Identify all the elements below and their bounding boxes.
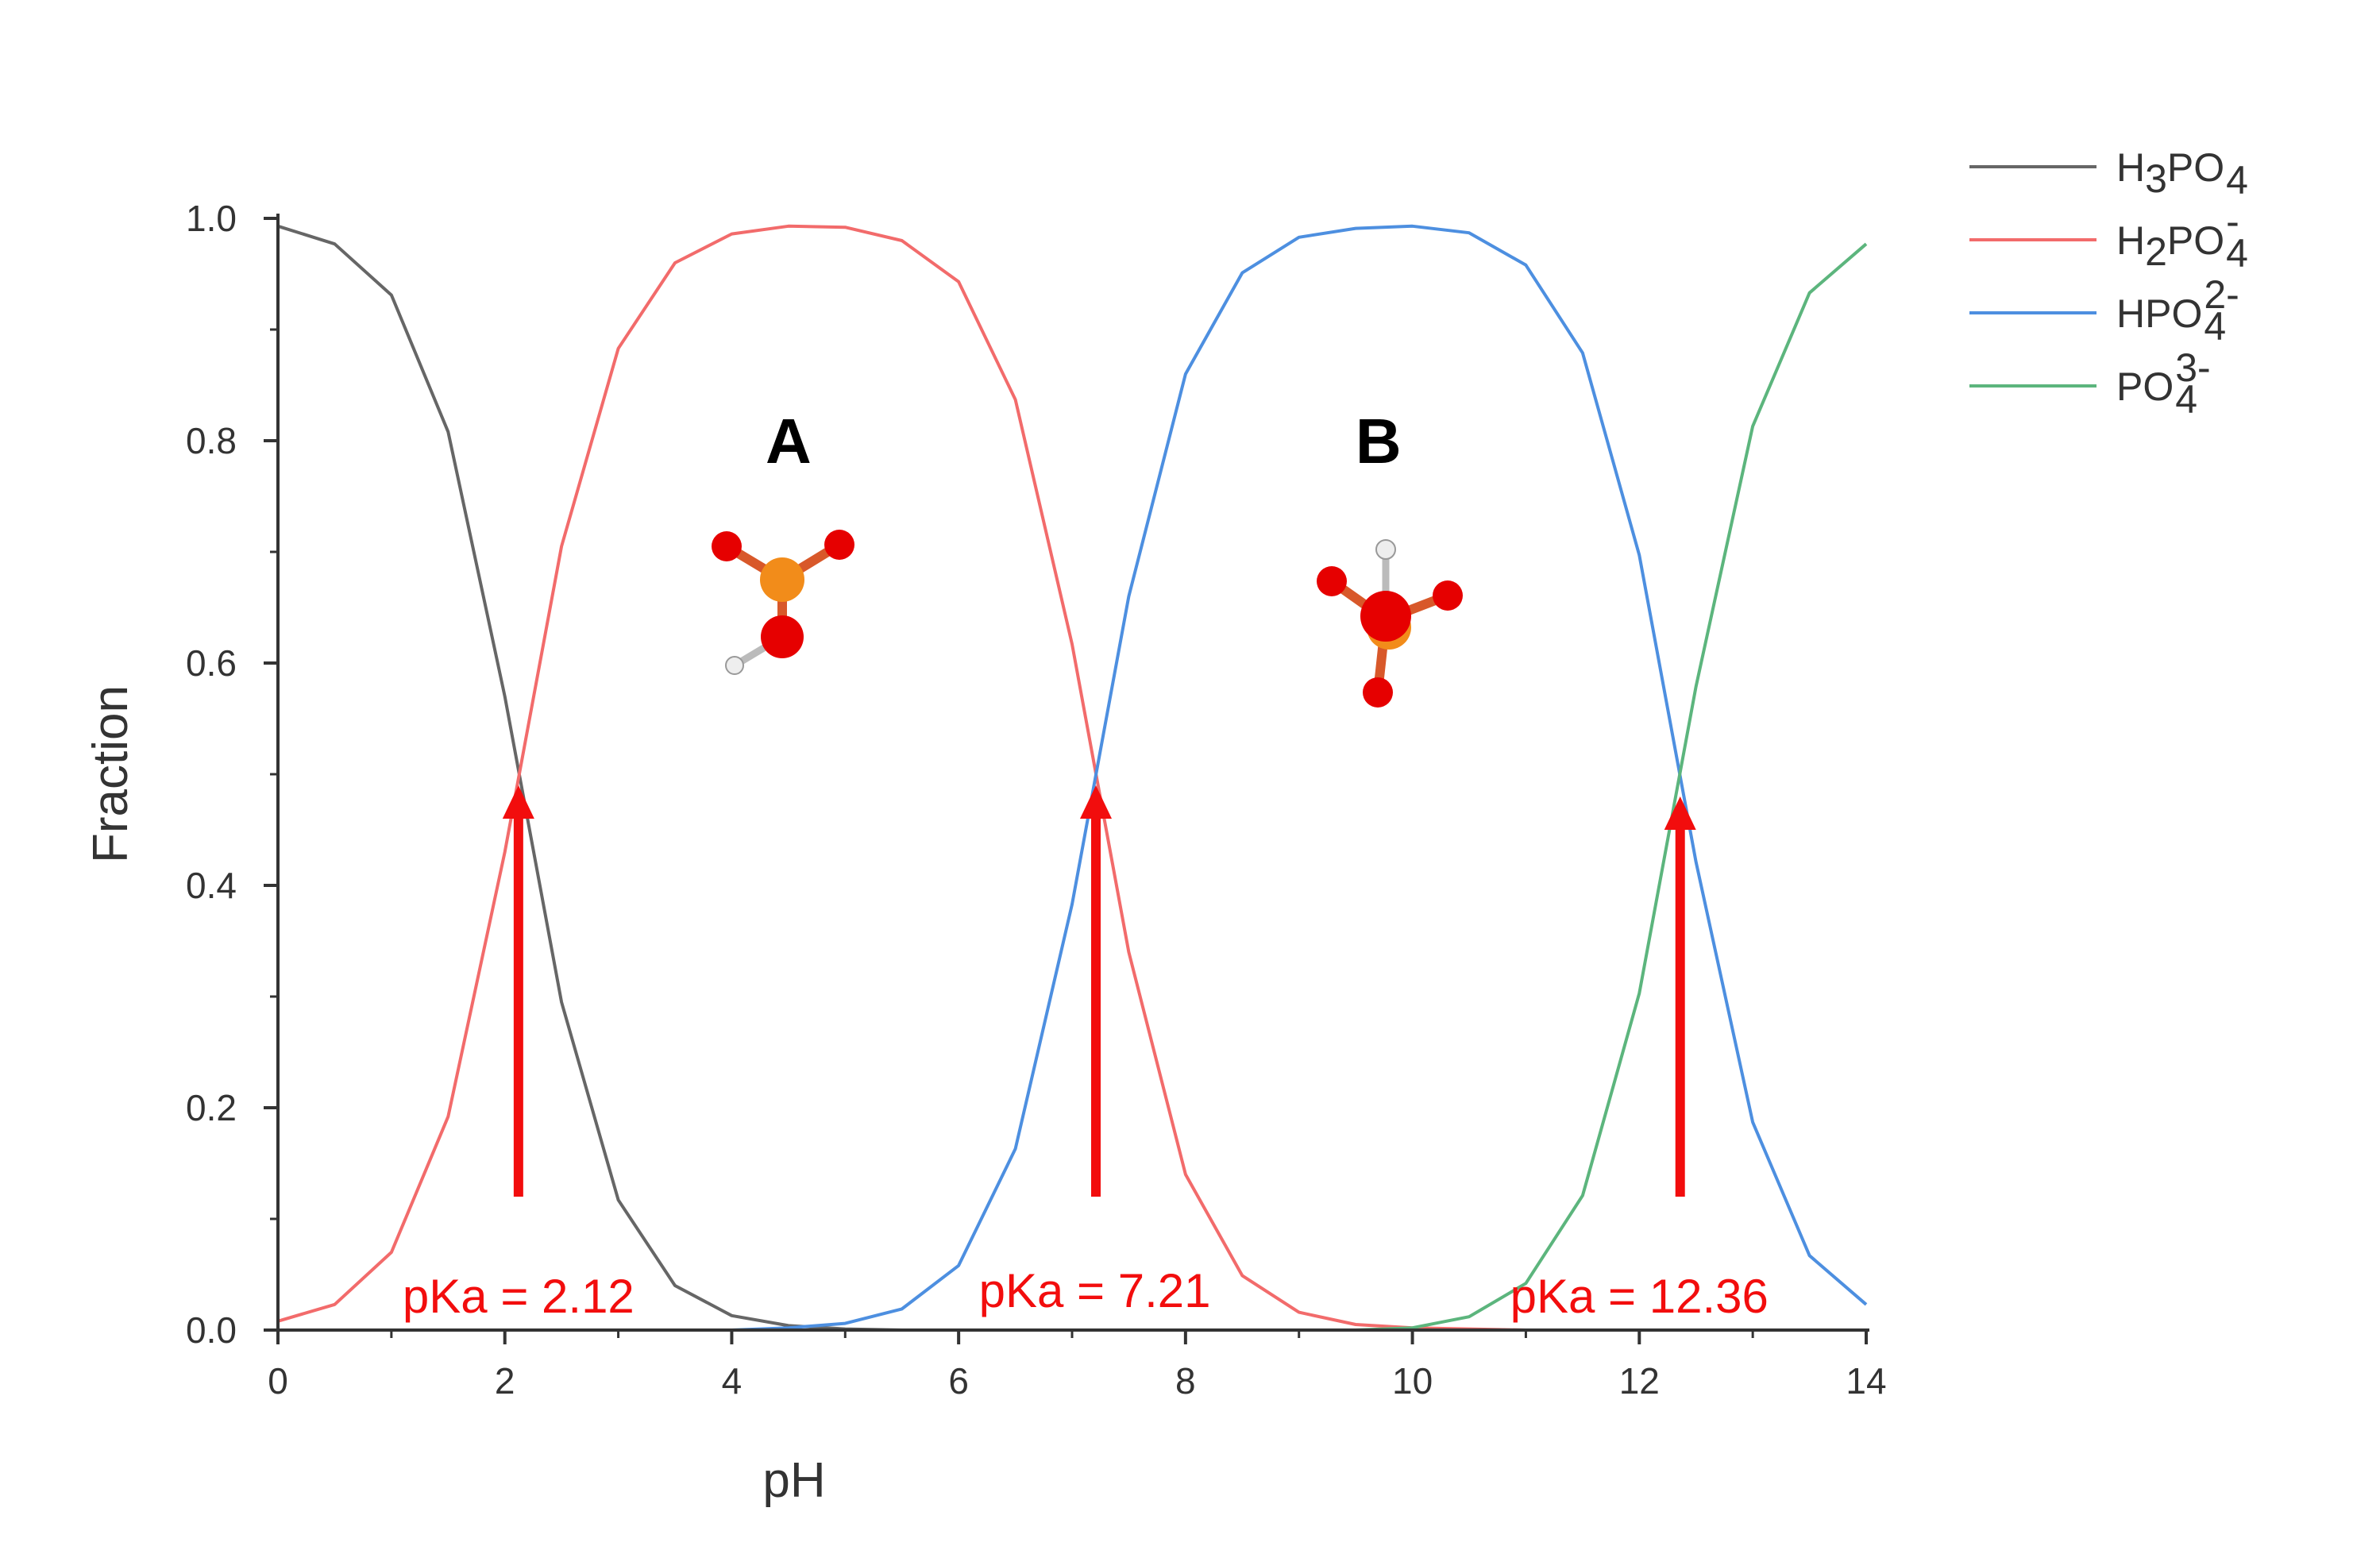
pka-label-1: pKa = 7.21: [979, 1264, 1211, 1317]
legend-entry-2: HPO 2-4: [2116, 272, 2239, 349]
pka-arrow-head-1: [1080, 785, 1112, 819]
legend-label-sub2-1: 4: [2226, 231, 2248, 276]
y-tick-label-0: 0.0: [186, 1309, 237, 1351]
legend-label-sub2-0: 4: [2226, 158, 2248, 202]
y-tick-label-5: 1.0: [186, 198, 237, 239]
legend-entry-0: H 3 PO 4: [2116, 145, 2248, 202]
pka-label-2: pKa = 12.36: [1510, 1270, 1769, 1323]
legend-label-mid-0: PO: [2167, 145, 2224, 190]
x-tick-label-4: 8: [1175, 1360, 1196, 1402]
legend-label-base-2: HPO: [2116, 291, 2202, 336]
legend-entry-3: PO 3-4: [2116, 345, 2211, 422]
y-tick-label-2: 0.4: [186, 865, 237, 906]
pka-label-0: pKa = 2.12: [403, 1270, 635, 1323]
x-tick-label-6: 12: [1619, 1360, 1660, 1402]
legend-label-base-0: H: [2116, 145, 2145, 190]
legend-label-sub2-3: 4: [2175, 377, 2197, 422]
y-tick-label-3: 0.6: [186, 642, 237, 684]
legend-label-mid-1: PO: [2167, 218, 2224, 263]
molecule-b-icon: [1317, 539, 1463, 708]
pka-arrow-head-2: [1664, 796, 1696, 830]
y-tick-label-1: 0.2: [186, 1087, 237, 1128]
y-axis-title: Fraction: [83, 685, 138, 863]
legend-label-sup-1: -: [2226, 199, 2239, 244]
x-axis-title: pH: [762, 1453, 825, 1508]
x-tick-label-3: 6: [948, 1360, 969, 1402]
y-tick-label-4: 0.8: [186, 420, 237, 461]
legend-entry-1: H 2 PO -4: [2116, 199, 2248, 276]
x-tick-label-7: 14: [1846, 1360, 1886, 1402]
x-tick-label-2: 4: [722, 1360, 743, 1402]
x-tick-label-0: 0: [268, 1360, 288, 1402]
x-tick-label-5: 10: [1392, 1360, 1433, 1402]
region-label-0: A: [766, 406, 812, 476]
legend-label-sub2-2: 4: [2204, 304, 2226, 349]
legend-label-sub1-1: 2: [2145, 229, 2167, 274]
legend-label-sub1-0: 3: [2145, 156, 2167, 201]
legend-label-base-1: H: [2116, 218, 2145, 263]
legend-label-base-3: PO: [2116, 364, 2174, 409]
axes: 0 2 4 6 8 10 12 14 0.0 0.2 0.4 0.6 0.8 1.0 pH Fraction: [83, 198, 1887, 1508]
legend-label-sup-2: 2-: [2204, 272, 2239, 317]
legend-label-sup-3: 3-: [2175, 345, 2210, 390]
pka-annotations: pKa = 2.12 pKa = 7.21 pKa = 12.36: [403, 785, 1769, 1323]
x-tick-label-1: 2: [495, 1360, 515, 1402]
region-label-1: B: [1356, 406, 1402, 476]
pka-arrow-head-0: [502, 785, 534, 819]
molecule-a-icon: [712, 530, 854, 675]
